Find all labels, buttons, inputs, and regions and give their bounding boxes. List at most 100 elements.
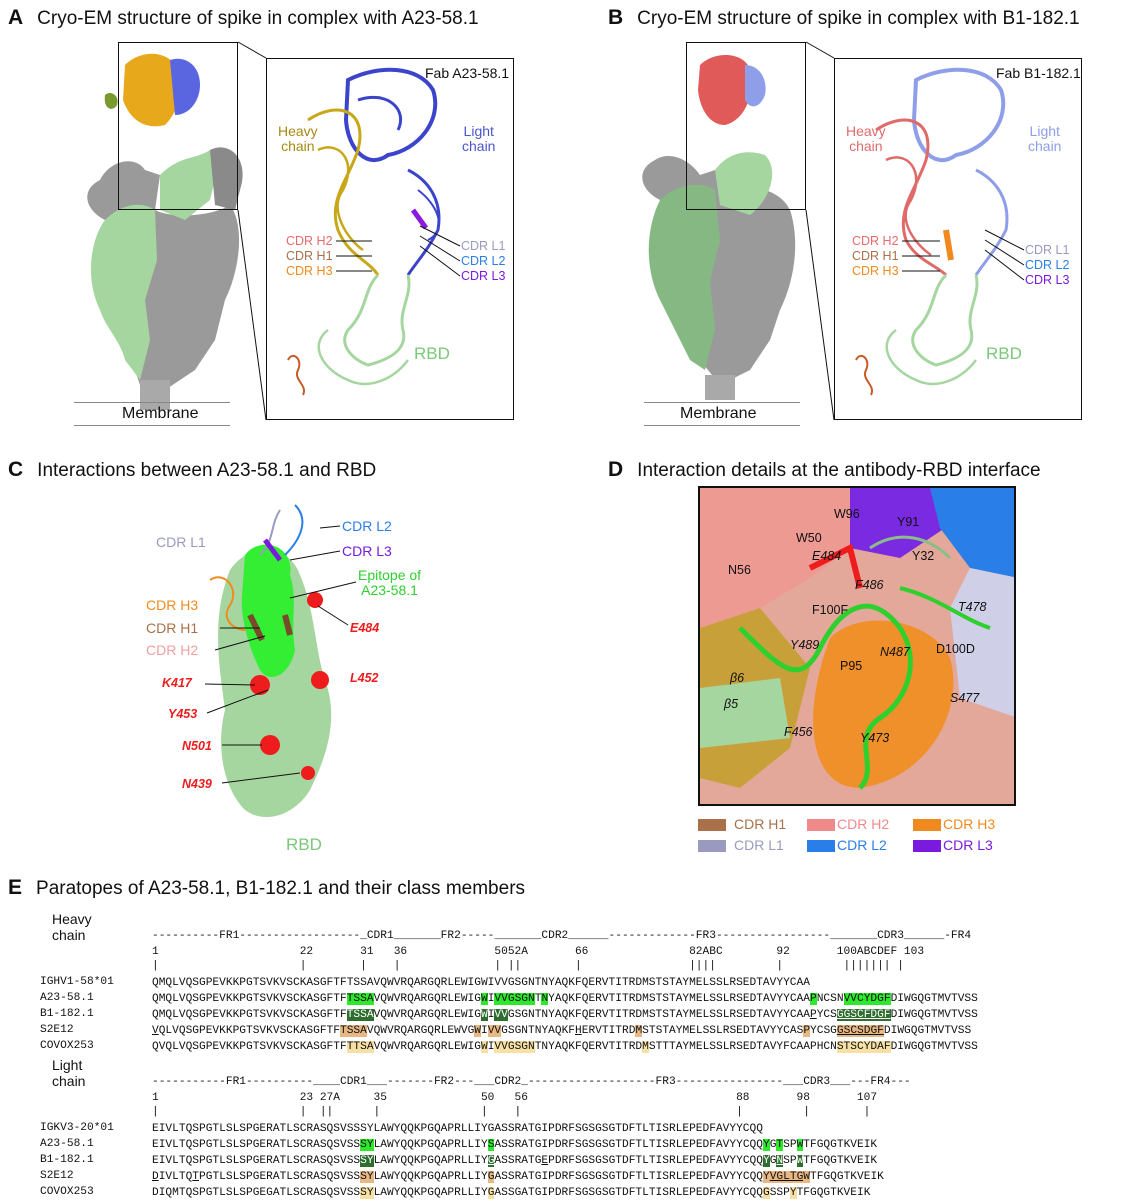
panel-d-residue-n56: N56 (728, 563, 751, 577)
light-row-seq: DIQMTQSPGTLSLSPGEGATLSCRASQSVSSSYLAWYQQK… (152, 1187, 871, 1199)
heavy-row-name: B1-182.1 (40, 1008, 94, 1020)
panel-c-residue-l452: L452 (350, 671, 379, 685)
panel-c-cdr-h2: CDR H2 (146, 642, 199, 658)
panel-c-cdr-l1: CDR L1 (156, 534, 206, 550)
panel-b-membrane-label: Membrane (680, 405, 757, 422)
legend-label-h3: CDR H3 (943, 816, 996, 832)
panel-b-fab-ribbon (855, 67, 1009, 396)
panel-d-residue-y32: Y32 (912, 549, 935, 563)
panel-b-cdr-l2: CDR L2 (1025, 258, 1070, 272)
heavy-row-name: IGHV1-58*01 (40, 976, 114, 988)
panel-b-heavy-chain-label: Heavy chain (846, 123, 886, 155)
legend-label-h1: CDR H1 (734, 816, 787, 832)
panel-c-rbd-surface (209, 504, 332, 818)
panel-d-residue-e484: E484 (812, 549, 842, 563)
light-row-name: COVOX253 (40, 1186, 94, 1198)
heavy-row-seq: QMQLVQSGPEVKKPGTSVKVSCKASGFTFTSSAVQWVRQA… (152, 977, 810, 989)
panel-c-residue-y453: Y453 (168, 707, 198, 721)
heavy-row-seq: QMQLVQSGPEVKKPGTSVKVSCKASGFTFTSSAVQWVRQA… (152, 1009, 978, 1021)
light-regions: -----------FR1----------____CDR1___-----… (152, 1076, 911, 1088)
panel-a-zoom-box (118, 42, 238, 210)
panel-a-fab-box (266, 58, 514, 420)
panel-a-membrane-line-top (74, 402, 230, 403)
light-chain-header: Light chain (52, 1057, 86, 1089)
panel-a-rbd-label: RBD (414, 344, 450, 363)
panel-d-residue-t478: T478 (958, 600, 987, 614)
panel-d-residue-f486: F486 (855, 578, 884, 592)
light-row-name: S2E12 (40, 1170, 74, 1182)
panel-c-residue-k417: K417 (162, 676, 192, 690)
panel-d-frame: W96 Y91 W50 E484 Y32 N56 F486 T478 F100F… (698, 486, 1016, 806)
heavy-ticks: | | | | | || | |||| | ||||||| | (152, 960, 904, 972)
legend-swatch-h1 (698, 819, 726, 831)
panel-e-title: E Paratopes of A23-58.1, B1-182.1 and the… (8, 876, 526, 899)
panel-a-heavy-chain-label: Heavy chain (278, 123, 318, 155)
legend-swatch-l2 (807, 840, 835, 852)
panel-c-epitope: Epitope of A23-58.1 (358, 567, 422, 599)
panel-a-cdr-h2: CDR H2 (286, 234, 333, 248)
legend-swatch-l1 (698, 840, 726, 852)
panel-b-light-chain-label: Light chain (1028, 123, 1062, 155)
panel-c-cdr-l3: CDR L3 (342, 543, 392, 559)
panel-c-residue-n501: N501 (182, 739, 212, 753)
heavy-row-name: S2E12 (40, 1024, 74, 1036)
light-row-seq: DIVLTQTPGTLSLSPGERATLSCRASQSVSSSYLAWYQQK… (152, 1171, 884, 1183)
panel-b-zoom-box (686, 42, 806, 210)
legend-label-l3: CDR L3 (943, 837, 993, 853)
legend-label-h2: CDR H2 (837, 816, 890, 832)
panel-b-membrane-line-top (644, 402, 800, 403)
panel-c-residue-e484: E484 (350, 621, 380, 635)
panel-c-title: C Interactions between A23-58.1 and RBD (8, 458, 377, 481)
light-row-seq: EIVLTQSPGTLSLSPGERATLSCRASQSVSSSYLAWYQQK… (152, 1155, 878, 1167)
legend-label-l2: CDR L2 (837, 837, 887, 853)
panel-b-fab-box (834, 58, 1082, 420)
panel-d-surface (700, 488, 1014, 804)
panel-b-membrane-line-bottom (644, 425, 800, 426)
panel-b-spike-map (642, 54, 796, 400)
panel-b-cdr-h3: CDR H3 (852, 264, 899, 278)
panel-b-cdr-l3: CDR L3 (1025, 273, 1070, 287)
panel-c-leaders (204, 525, 357, 784)
panel-a-fab-label: Fab A23-58.1 (425, 65, 510, 81)
panel-c-cdr-h1: CDR H1 (146, 620, 199, 636)
heavy-regions: ----------FR1------------------_CDR1____… (152, 930, 972, 942)
panel-c-cdr-l2: CDR L2 (342, 518, 392, 534)
panel-d-residue-f100f: F100F (812, 603, 849, 617)
panel-d-residue-f456: F456 (784, 725, 813, 739)
legend-swatch-h2 (807, 819, 835, 831)
panel-d-residue-w96: W96 (834, 507, 860, 521)
legend-swatch-l3 (913, 840, 941, 852)
panel-b-cdr-l1: CDR L1 (1025, 243, 1070, 257)
panel-a-title: A Cryo-EM structure of spike in complex w… (8, 6, 479, 29)
panel-b-title: B Cryo-EM structure of spike in complex w… (608, 6, 1080, 29)
panel-a-cdr-l2: CDR L2 (461, 254, 506, 268)
panel-d-residue-s477: S477 (950, 691, 980, 705)
light-row-name: B1-182.1 (40, 1154, 94, 1166)
heavy-row-seq: QMQLVQSGPEVKKPGTSVKVSCKASGFTFTSSAVQWVRQA… (152, 993, 978, 1005)
panel-b-rbd-label: RBD (986, 344, 1022, 363)
panel-c-residue-n439: N439 (182, 777, 212, 791)
heavy-row-name: A23-58.1 (40, 992, 94, 1004)
light-row-name: IGKV3-20*01 (40, 1122, 114, 1134)
heavy-chain-header: Heavy chain (52, 911, 92, 943)
light-numbers: 1 23 27A 35 50 56 88 98 107 (152, 1092, 878, 1104)
panel-a-cdr-h3: CDR H3 (286, 264, 333, 278)
panel-d-title: D Interaction details at the antibody-RBD… (608, 458, 1041, 481)
panel-d-residue-n487: N487 (880, 645, 910, 659)
panel-b-zoom-lines (805, 41, 835, 421)
panel-a-zoom-lines (237, 41, 267, 421)
heavy-row-seq: VQLVQSGPEVKKPGTSVKVSCKASGFTFTSSAVQWVRQAR… (152, 1025, 972, 1037)
panel-a-cdr-l3: CDR L3 (461, 269, 506, 283)
panel-d-residue-y473: Y473 (860, 731, 890, 745)
light-row-name: A23-58.1 (40, 1138, 94, 1150)
panel-c-cdr-h3: CDR H3 (146, 597, 199, 613)
panel-d-residue-w50: W50 (796, 531, 822, 545)
panel-a-cdr-h1: CDR H1 (286, 249, 333, 263)
heavy-row-name: COVOX253 (40, 1040, 94, 1052)
panel-d-residue-y91: Y91 (897, 515, 920, 529)
heavy-numbers: 1 22 31 36 5052A 66 82ABC 92 100ABCDEF 1… (152, 946, 925, 958)
panel-a-spike-map (87, 53, 243, 410)
light-row-seq: EIVLTQSPGTLSLSPGERATLSCRASQSVSSSYLAWYQQK… (152, 1123, 763, 1135)
panel-d-residue-p95: P95 (840, 659, 863, 673)
panel-d-strand-b5: β5 (724, 697, 739, 711)
